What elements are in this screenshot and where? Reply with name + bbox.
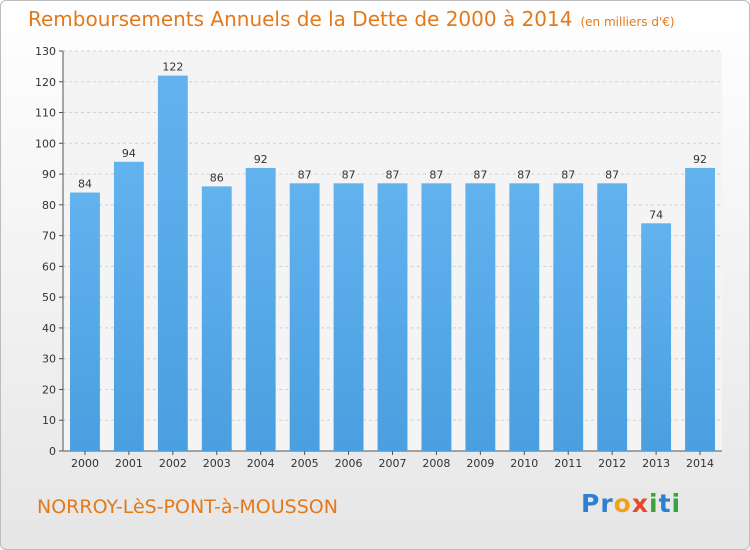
data-label-2012: 87 <box>605 168 619 181</box>
bar-2008 <box>421 183 452 452</box>
y-tick-label: 30 <box>42 353 56 366</box>
bar-2004 <box>245 167 276 451</box>
bar-2006 <box>333 183 364 452</box>
x-tick-label-2001: 2001 <box>115 457 143 470</box>
x-tick-label-2013: 2013 <box>642 457 670 470</box>
x-tick-label-2002: 2002 <box>159 457 187 470</box>
data-label-2014: 92 <box>693 153 707 166</box>
data-label-2006: 87 <box>342 168 356 181</box>
x-tick-label-2014: 2014 <box>686 457 714 470</box>
y-tick-label: 130 <box>35 45 56 58</box>
y-tick-label: 50 <box>42 291 56 304</box>
x-tick-label-2011: 2011 <box>554 457 582 470</box>
y-tick-label: 20 <box>42 383 56 396</box>
x-tick-label-2007: 2007 <box>379 457 407 470</box>
bar-2007 <box>377 183 408 452</box>
y-tick-label: 90 <box>42 168 56 181</box>
data-label-2010: 87 <box>517 168 531 181</box>
bar-2014 <box>685 167 715 451</box>
bar-2012 <box>597 183 628 452</box>
unit-note: (en milliers d'€) <box>580 15 675 29</box>
data-label-2008: 87 <box>429 168 443 181</box>
y-tick-label: 60 <box>42 260 56 273</box>
data-label-2011: 87 <box>561 168 575 181</box>
data-label-2007: 87 <box>386 168 400 181</box>
data-label-2004: 92 <box>254 153 268 166</box>
bar-2013 <box>641 223 672 451</box>
y-tick-label: 80 <box>42 199 56 212</box>
y-tick-label: 110 <box>35 107 56 120</box>
x-tick-label-2008: 2008 <box>422 457 450 470</box>
x-tick-label-2009: 2009 <box>466 457 494 470</box>
chart-title-text: Remboursements Annuels de la Dette de 20… <box>28 7 573 31</box>
data-label-2013: 74 <box>649 208 663 221</box>
x-tick-label-2005: 2005 <box>291 457 319 470</box>
y-tick-label: 70 <box>42 230 56 243</box>
y-tick-label: 0 <box>49 445 56 458</box>
bar-2005 <box>289 183 320 452</box>
x-tick-label-2000: 2000 <box>71 457 99 470</box>
data-label-2005: 87 <box>298 168 312 181</box>
data-label-2003: 86 <box>210 171 224 184</box>
data-label-2001: 94 <box>122 147 136 160</box>
bar-2010 <box>509 183 540 452</box>
y-tick-label: 40 <box>42 322 56 335</box>
bar-2001 <box>113 161 144 451</box>
proxiti-logo: Proxiti <box>581 489 682 518</box>
y-tick-label: 120 <box>35 76 56 89</box>
x-tick-label-2003: 2003 <box>203 457 231 470</box>
y-tick-label: 100 <box>35 137 56 150</box>
bar-2009 <box>465 183 496 452</box>
x-tick-label-2004: 2004 <box>247 457 275 470</box>
bar-2000 <box>70 192 100 452</box>
bar-2003 <box>201 186 232 451</box>
y-tick-label: 10 <box>42 414 56 427</box>
x-tick-label-2006: 2006 <box>335 457 363 470</box>
commune-name: NORROY-LèS-PONT-à-MOUSSON <box>37 496 338 518</box>
data-label-2000: 84 <box>78 178 92 191</box>
bar-2011 <box>553 183 584 452</box>
data-label-2009: 87 <box>473 168 487 181</box>
x-tick-label-2010: 2010 <box>510 457 538 470</box>
x-tick-label-2012: 2012 <box>598 457 626 470</box>
chart-title: Remboursements Annuels de la Dette de 20… <box>28 7 675 31</box>
bar-2002 <box>157 75 188 451</box>
data-label-2002: 122 <box>162 61 183 74</box>
